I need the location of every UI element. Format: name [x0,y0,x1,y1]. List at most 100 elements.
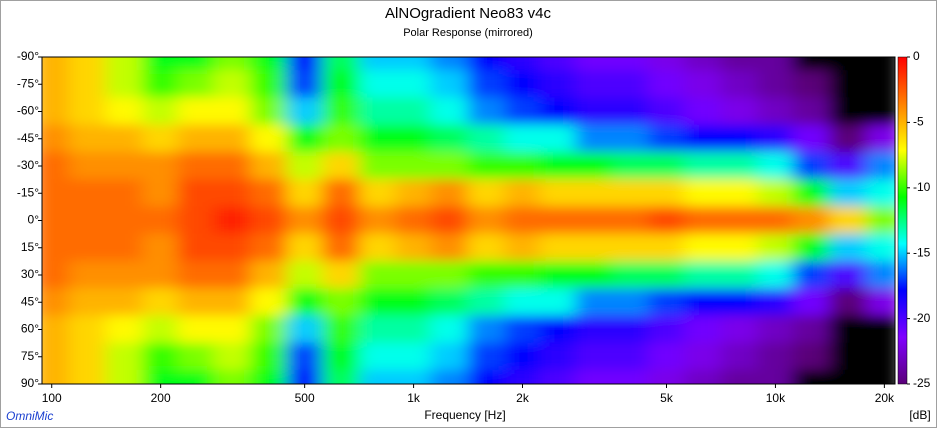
heat-cell [177,57,215,72]
heat-cell [142,288,179,317]
heat-cell [829,315,868,344]
heat-cell [866,179,895,208]
heat-cell [757,315,794,344]
heat-cell [684,97,723,126]
heat-cell [213,151,252,181]
heat-cell [42,57,70,72]
heat-cell [612,97,650,126]
heat-cell [721,151,759,181]
heat-cell [142,151,179,181]
heat-cell [504,233,541,262]
heat-cell [684,315,723,344]
heat-cell [612,151,650,181]
heat-cell [42,233,70,262]
heat-cell [250,206,288,235]
heat-cell [866,233,895,262]
heat-cell [42,97,70,126]
heat-cell [286,151,324,181]
heat-cell [575,260,614,290]
heat-cell [395,369,432,384]
heat-cell [213,124,252,153]
heat-cell [504,206,541,235]
x-tick-label: 100 [42,391,62,405]
heat-cell [177,70,215,99]
heat-cell [648,70,686,99]
heat-cell [42,342,70,371]
heat-cell [286,342,324,371]
heat-cell [575,369,614,384]
heat-cell [866,342,895,371]
heat-cell [504,369,541,384]
heat-cell [721,315,759,344]
heat-cell [105,315,144,344]
heat-cell [684,57,723,72]
heat-cell [792,342,831,371]
heat-cell [684,179,723,208]
heat-cell [648,260,686,290]
heat-cell [467,151,506,181]
heat-cell [142,97,179,126]
heat-cell [648,179,686,208]
x-axis-label: Frequency [Hz] [424,408,505,422]
heat-cell [721,179,759,208]
watermark: OmniMic [6,409,53,423]
heat-cell [105,260,144,290]
heat-cell [286,97,324,126]
heat-cell [757,70,794,99]
z-tick-label: 0 [913,49,920,63]
heat-cell [866,206,895,235]
heat-cell [42,151,70,181]
heat-cell [322,342,361,371]
heat-cell [250,124,288,153]
heat-cell [684,260,723,290]
heat-cell [105,124,144,153]
heat-cell [68,260,107,290]
heat-cell [539,260,577,290]
heat-cell [829,151,868,181]
heat-cell [721,70,759,99]
heat-cell [866,124,895,153]
y-tick-label: -75° [17,76,39,90]
heat-cell [142,369,179,384]
heat-cell [575,233,614,262]
y-tick-label: 30° [21,267,39,281]
chart-title: AlNOgradient Neo83 v4c [385,5,551,22]
heat-cell [68,179,107,208]
x-tick-label: 10k [766,391,786,405]
heat-cell [792,151,831,181]
heat-cell [792,97,831,126]
heat-cell [142,57,179,72]
heat-cell [792,57,831,72]
heat-cell [177,206,215,235]
heat-cell [250,57,288,72]
heat-cell [286,179,324,208]
heat-cell [504,124,541,153]
heat-cell [250,70,288,99]
x-tick-label: 1k [407,391,421,405]
heat-cell [575,97,614,126]
heat-cell [213,57,252,72]
heat-cell [757,260,794,290]
z-tick-label: -25 [913,376,931,390]
heat-cell [792,260,831,290]
x-tick-label: 200 [151,391,171,405]
heat-cell [829,70,868,99]
heat-cell [42,206,70,235]
heat-cell [68,57,107,72]
heat-cell [359,233,397,262]
z-axis-label: [dB] [909,408,930,422]
heat-cell [322,206,361,235]
heat-cell [359,288,397,317]
heat-cell [575,124,614,153]
heat-cell [757,342,794,371]
heat-cell [250,315,288,344]
heat-cell [792,179,831,208]
heat-cell [430,179,469,208]
heat-cell [177,233,215,262]
heat-cell [612,124,650,153]
heat-cell [68,342,107,371]
heat-cell [721,369,759,384]
heat-cell [792,233,831,262]
heat-cell [612,369,650,384]
heat-cell [250,288,288,317]
